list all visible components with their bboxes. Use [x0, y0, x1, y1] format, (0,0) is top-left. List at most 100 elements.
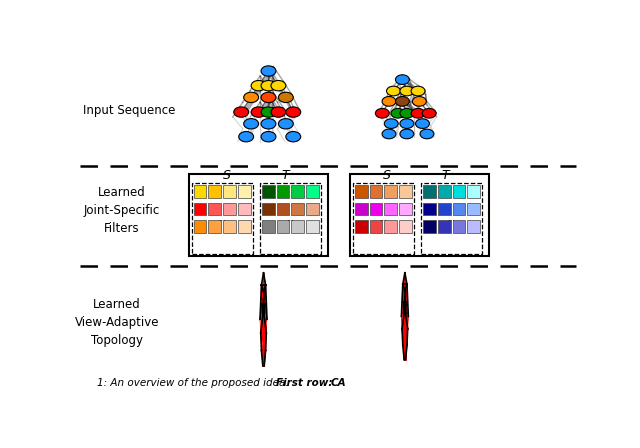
Bar — [355, 202, 367, 215]
Circle shape — [396, 75, 410, 85]
Bar — [355, 185, 367, 198]
Bar — [209, 202, 221, 215]
Bar — [260, 183, 321, 254]
Bar — [262, 185, 275, 198]
Bar — [350, 174, 489, 255]
Bar — [276, 202, 289, 215]
Text: Input Sequence: Input Sequence — [83, 104, 176, 117]
Text: $\mathit{S}$: $\mathit{S}$ — [382, 169, 391, 182]
Circle shape — [400, 108, 414, 118]
Bar — [276, 220, 289, 233]
Bar — [355, 220, 367, 233]
Circle shape — [261, 92, 276, 103]
Bar — [452, 185, 465, 198]
Circle shape — [400, 86, 414, 96]
Bar — [467, 185, 480, 198]
Circle shape — [387, 86, 401, 96]
Circle shape — [244, 119, 259, 129]
Text: First row:: First row: — [276, 379, 332, 388]
Bar — [262, 202, 275, 215]
Bar — [385, 220, 397, 233]
Bar — [369, 220, 382, 233]
Bar — [276, 185, 289, 198]
Text: ...: ... — [287, 214, 294, 223]
Bar — [291, 220, 304, 233]
Bar — [223, 202, 236, 215]
Bar — [421, 183, 482, 254]
Bar — [291, 185, 304, 198]
Text: $\mathit{T}$: $\mathit{T}$ — [441, 169, 451, 182]
Text: ...: ... — [380, 214, 387, 223]
Text: ...: ... — [218, 214, 226, 223]
Bar — [306, 220, 319, 233]
Bar — [399, 202, 412, 215]
Circle shape — [278, 92, 293, 103]
Circle shape — [261, 107, 276, 117]
Circle shape — [412, 96, 426, 106]
Bar — [306, 202, 319, 215]
Circle shape — [261, 119, 276, 129]
Bar — [423, 185, 436, 198]
Bar — [385, 185, 397, 198]
Circle shape — [261, 66, 276, 76]
Bar — [353, 183, 414, 254]
Bar — [238, 185, 251, 198]
Circle shape — [396, 96, 410, 106]
Bar — [191, 183, 253, 254]
Text: $\mathit{T}$: $\mathit{T}$ — [280, 169, 291, 182]
Circle shape — [384, 119, 398, 129]
Bar — [238, 220, 251, 233]
Circle shape — [376, 108, 389, 118]
Circle shape — [261, 81, 276, 91]
Bar — [291, 202, 304, 215]
Bar — [467, 202, 480, 215]
Bar — [369, 185, 382, 198]
Bar — [423, 220, 436, 233]
Circle shape — [234, 107, 249, 117]
Bar — [189, 174, 328, 255]
Bar — [467, 220, 480, 233]
Circle shape — [244, 92, 259, 103]
Circle shape — [382, 129, 396, 139]
Bar — [223, 220, 236, 233]
Bar — [209, 185, 221, 198]
Circle shape — [251, 107, 266, 117]
Bar — [262, 220, 275, 233]
Circle shape — [415, 119, 429, 129]
Bar — [399, 220, 412, 233]
Bar — [438, 220, 451, 233]
Bar — [369, 202, 382, 215]
Text: ...: ... — [447, 214, 456, 223]
Circle shape — [391, 108, 405, 118]
Circle shape — [411, 108, 425, 118]
Text: $\mathit{S}$: $\mathit{S}$ — [221, 169, 231, 182]
Bar — [399, 185, 412, 198]
Circle shape — [420, 129, 434, 139]
Bar — [193, 220, 206, 233]
Text: Learned
View-Adaptive
Topology: Learned View-Adaptive Topology — [75, 298, 159, 347]
Circle shape — [271, 81, 286, 91]
Text: 1: An overview of the proposed idea.: 1: An overview of the proposed idea. — [97, 379, 289, 388]
Circle shape — [382, 96, 396, 106]
Text: CA: CA — [330, 379, 346, 388]
Circle shape — [286, 132, 301, 142]
Circle shape — [400, 119, 414, 129]
Circle shape — [239, 132, 253, 142]
Bar — [423, 202, 436, 215]
Bar — [223, 185, 236, 198]
Text: Learned
Joint-Specific
Filters: Learned Joint-Specific Filters — [84, 186, 160, 235]
Circle shape — [251, 81, 266, 91]
Circle shape — [411, 86, 425, 96]
Bar — [238, 202, 251, 215]
Bar — [209, 220, 221, 233]
Bar — [438, 185, 451, 198]
Circle shape — [286, 107, 301, 117]
Circle shape — [261, 132, 276, 142]
Bar — [438, 202, 451, 215]
Circle shape — [271, 107, 286, 117]
Circle shape — [422, 108, 436, 118]
Bar — [452, 220, 465, 233]
Bar — [452, 202, 465, 215]
Bar — [306, 185, 319, 198]
Circle shape — [278, 119, 293, 129]
